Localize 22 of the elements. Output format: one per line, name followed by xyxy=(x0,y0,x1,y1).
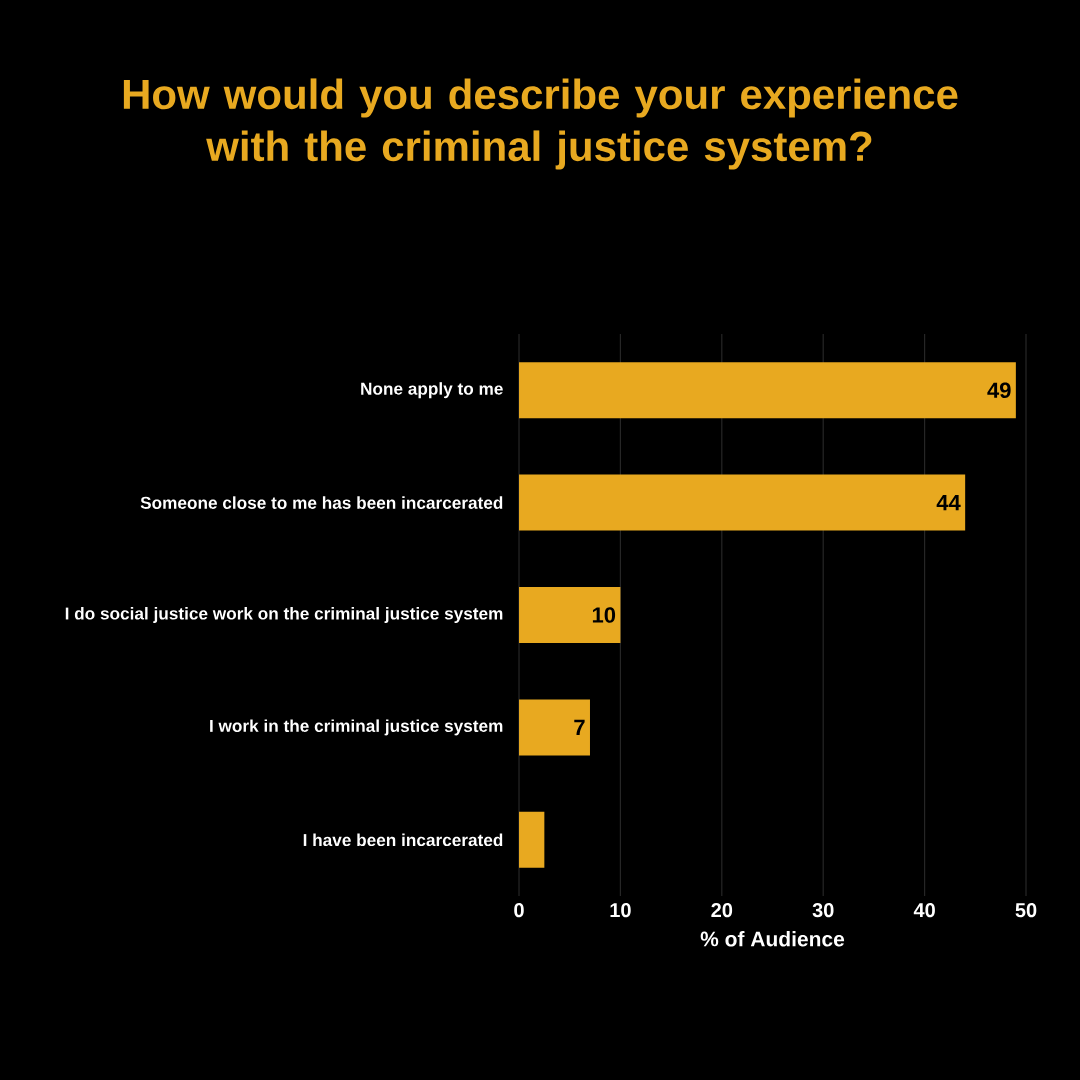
data-label: 44 xyxy=(936,495,961,511)
y-tick-label: I do social justice work on the criminal justice system xyxy=(65,606,503,624)
bar xyxy=(519,587,621,643)
y-tick-label: Someone close to me has been incarcerated xyxy=(140,496,503,509)
chart-title: How would you describe your experience with the criminal justice system? xyxy=(123,78,958,170)
x-tick-label: 20 xyxy=(711,903,733,918)
data-label: 7 xyxy=(574,719,585,735)
data-label: 49 xyxy=(987,382,1011,398)
bar xyxy=(519,811,545,868)
x-tick-label: 10 xyxy=(610,903,631,918)
bar xyxy=(519,362,1016,419)
y-tick-label: I work in the criminal justice system xyxy=(210,719,503,736)
y-tick-label: I have been incarcerated xyxy=(303,833,503,847)
x-axis-title: % of Audience xyxy=(700,931,845,947)
y-tick-label: None apply to me xyxy=(361,382,503,399)
x-tick-label: 0 xyxy=(514,903,524,918)
data-label: 10 xyxy=(592,607,616,623)
bar xyxy=(519,699,590,756)
x-tick-label: 30 xyxy=(812,903,834,918)
bar xyxy=(519,474,966,531)
x-tick-label: 40 xyxy=(913,903,935,918)
x-tick-label: 50 xyxy=(1015,903,1037,918)
